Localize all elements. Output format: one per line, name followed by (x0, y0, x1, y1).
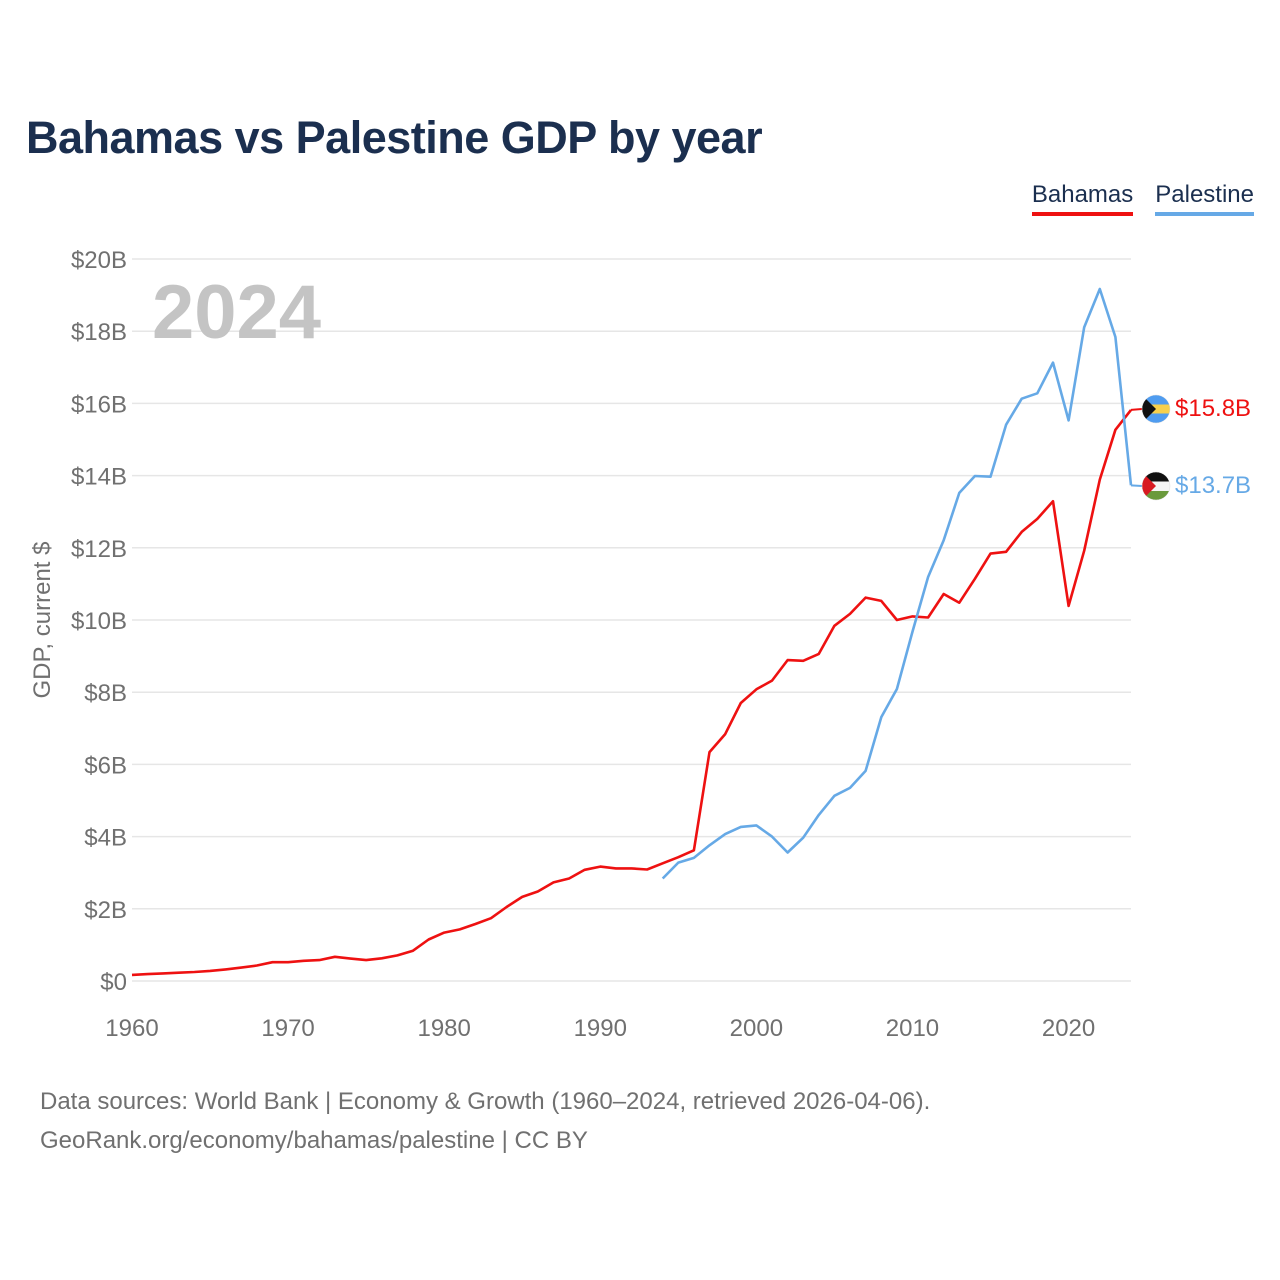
y-axis-label: GDP, current $ (29, 542, 56, 699)
y-tick-label: $20B (71, 247, 127, 274)
footer: Data sources: World Bank | Economy & Gro… (40, 1082, 930, 1160)
y-tick-label: $8B (84, 680, 127, 707)
y-tick-label: $10B (71, 608, 127, 635)
series-line-palestine (661, 287, 1133, 880)
chart-title: Bahamas vs Palestine GDP by year (26, 112, 763, 163)
legend-item-palestine[interactable]: Palestine (1155, 181, 1254, 216)
source-link[interactable]: GeoRank.org/economy/bahamas/palestine | … (40, 1127, 588, 1154)
series-line-bahamas (131, 409, 1133, 977)
y-tick-label: $0 (100, 969, 127, 996)
y-tick-label: $18B (71, 319, 127, 346)
bahamas-flag-icon (1141, 394, 1171, 424)
y-tick-label: $2B (84, 897, 127, 924)
y-tick-label: $16B (71, 391, 127, 418)
year-watermark: 2024 (152, 270, 321, 355)
bahamas-end-value: $15.8B (1175, 395, 1251, 422)
palestine-end-connector (1130, 484, 1143, 487)
y-tick-label: $6B (84, 752, 127, 779)
x-tick-label: 1960 (105, 1015, 158, 1042)
palestine-flag-icon (1141, 471, 1171, 501)
x-tick-label: 2010 (886, 1015, 939, 1042)
data-source-text: Data sources: World Bank | Economy & Gro… (40, 1088, 931, 1115)
x-tick-label: 1980 (417, 1015, 470, 1042)
legend-item-bahamas[interactable]: Bahamas (1031, 181, 1134, 216)
x-tick-label: 2000 (730, 1015, 783, 1042)
x-tick-label: 1970 (261, 1015, 314, 1042)
x-tick-label: 2020 (1042, 1015, 1095, 1042)
y-tick-label: $12B (71, 536, 127, 563)
palestine-end-value: $13.7B (1175, 472, 1251, 499)
x-tick-label: 1990 (574, 1015, 627, 1042)
bahamas-end-connector (1130, 408, 1143, 411)
y-tick-label: $14B (71, 464, 127, 491)
y-tick-label: $4B (84, 825, 127, 852)
legend: Bahamas Palestine (1031, 181, 1254, 216)
